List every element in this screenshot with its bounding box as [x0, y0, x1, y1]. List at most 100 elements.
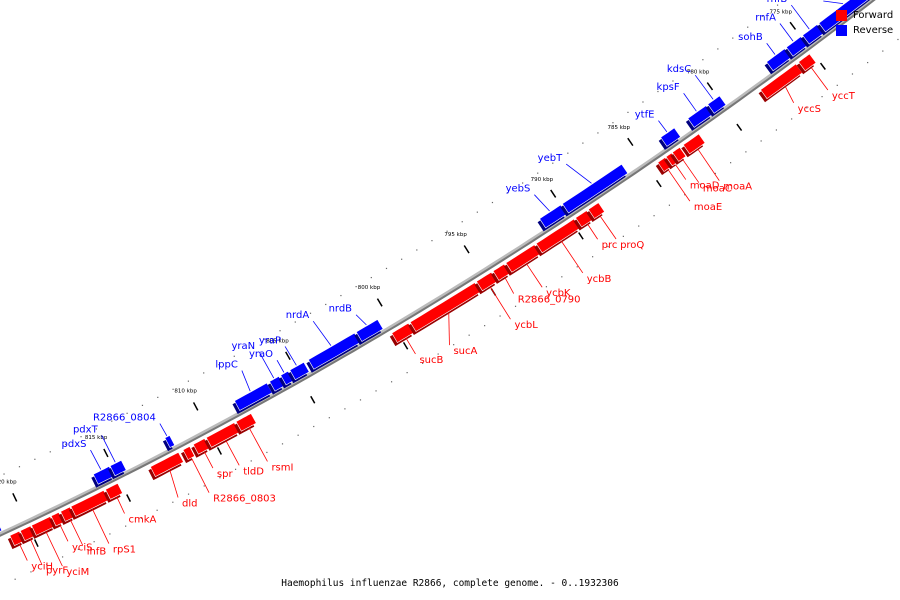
gene-label-leader — [790, 4, 810, 30]
guide-dot — [34, 458, 36, 460]
gene-label-leader — [241, 370, 251, 392]
tick-inner-mark — [402, 341, 409, 350]
tick-mark — [706, 82, 714, 91]
gene-label-leader — [90, 449, 102, 470]
gene-label-rnfC: rnfC — [799, 0, 820, 1]
guide-dot — [762, 15, 764, 17]
guide-dot — [157, 396, 159, 398]
gene-label-moaD: moaD — [690, 181, 720, 192]
tick-mark — [103, 448, 109, 458]
reverse-gene-nrdA — [307, 332, 361, 370]
guide-dot — [552, 162, 554, 164]
guide-dot — [187, 380, 190, 382]
gene-label-moaA: moaA — [723, 182, 752, 193]
gene-label-ycbL: ycbL — [514, 320, 538, 331]
guide-dot — [401, 258, 403, 260]
reverse-gene-yraO — [280, 370, 294, 386]
forward-gene-moaA — [682, 133, 706, 155]
guide-dot — [776, 4, 779, 6]
guide-dot — [77, 548, 79, 550]
guide-dot — [672, 80, 674, 82]
reverse-gene-sohB — [766, 48, 792, 72]
gene-label-leader — [823, 0, 844, 5]
guide-dot — [390, 381, 393, 383]
gene-label-leader — [682, 159, 700, 183]
genome-backbone — [0, 0, 899, 580]
gene-label-leader — [766, 42, 776, 55]
guide-dot — [760, 140, 762, 142]
forward-gene-moaC — [671, 146, 687, 162]
guide-dot — [561, 276, 563, 278]
forward-gene-rsmI — [235, 413, 257, 432]
reverse-gene-kdsC — [707, 95, 727, 114]
guide-dot — [406, 372, 408, 374]
gene-label-dld: dld — [182, 499, 197, 510]
guide-dot — [730, 162, 732, 164]
guide-dot — [218, 364, 220, 366]
guide-dot — [791, 118, 793, 120]
genome-title: Haemophilus influenzae R2866, complete g… — [281, 578, 619, 589]
guide-dot — [717, 48, 719, 50]
guide-dot — [499, 315, 501, 317]
gene-label-proQ: proQ — [620, 240, 644, 251]
forward-gene-yccT — [798, 53, 817, 72]
gene-label-R2866_0804: R2866_0804 — [93, 413, 156, 424]
tick-label: 805 kbp — [266, 338, 289, 344]
gene-label-yciH: yciH — [31, 562, 53, 573]
gene-label-R2866_0803: R2866_0803 — [213, 494, 276, 505]
guide-dot — [125, 525, 127, 527]
gene-label-cmkA: cmkA — [129, 514, 157, 525]
gene-label-pdxS: pdxS — [62, 439, 87, 450]
backbone-shadow — [0, 0, 875, 537]
gene-label-leader — [70, 519, 84, 546]
gene-label-leader — [504, 277, 515, 294]
reverse-gene-rnfB — [802, 24, 825, 45]
guide-dot — [61, 556, 64, 558]
guide-dot — [370, 276, 372, 279]
guide-dot — [46, 563, 48, 566]
guide-dot — [3, 473, 5, 475]
guide-dot — [18, 466, 21, 468]
guide-dot — [172, 501, 174, 503]
gene-label-yciS: yciS — [72, 542, 93, 553]
guide-dot — [109, 533, 111, 535]
gene-label-yccS: yccS — [798, 104, 821, 115]
gene-label-leader — [276, 359, 285, 373]
reverse-swatch-icon — [836, 25, 847, 36]
guide-dot — [453, 344, 455, 346]
guide-dot — [126, 412, 128, 414]
gene-label-sohB: sohB — [738, 32, 763, 43]
gene-label-leader — [116, 496, 125, 514]
guide-dot — [653, 215, 655, 217]
guide-dot — [309, 312, 312, 314]
gene-label-leader — [248, 427, 268, 462]
guide-dot — [567, 152, 569, 154]
reverse-gene-kpsF — [687, 105, 713, 128]
guide-dot — [325, 303, 327, 306]
guide-dot — [294, 321, 296, 323]
guide-dot — [592, 256, 594, 258]
tick-label: 810 kbp — [174, 389, 197, 395]
forward-swatch-icon — [836, 10, 847, 21]
gene-label-leader — [587, 224, 598, 240]
tick-mark — [285, 351, 291, 361]
gene-label-leader — [169, 470, 179, 498]
guide-dot — [627, 111, 629, 113]
guide-dot — [657, 90, 659, 93]
guide-dot — [264, 338, 266, 340]
guide-dot — [219, 477, 221, 479]
gene-label-leader — [565, 163, 592, 184]
gene-label-rnfA: rnfA — [755, 13, 776, 24]
forward-gene-cmkA — [105, 483, 124, 500]
tick-mark — [463, 245, 470, 254]
tick-inner-mark — [819, 62, 826, 70]
guide-dot — [431, 240, 433, 242]
kbp-ticks: 775 kbp 780 kbp 785 kbp 790 kbp 795 kbp 800 k… — [0, 9, 826, 547]
guide-dot — [702, 59, 704, 61]
guide-dot — [522, 182, 524, 184]
tick-inner-mark — [736, 123, 743, 132]
guide-dot — [468, 334, 470, 336]
tick-mark — [627, 137, 634, 147]
guide-dot — [612, 122, 614, 124]
gene-label-leader — [675, 164, 687, 180]
